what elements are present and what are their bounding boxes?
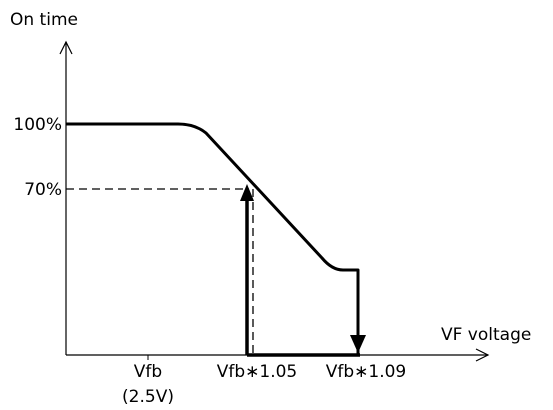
x-tick-label-vfb-105: Vfb∗1.05 xyxy=(217,362,298,382)
down-arrow-head xyxy=(350,335,366,353)
x-tick-label-vfb-109: Vfb∗1.09 xyxy=(326,362,407,382)
y-tick-100pct: 100% xyxy=(13,115,62,135)
x-axis-label: VF voltage xyxy=(441,325,531,345)
on-time-curve xyxy=(66,122,360,355)
y-axis-arrowhead xyxy=(59,40,73,55)
up-arrow-head xyxy=(240,184,254,201)
x-tick-sublabel: (2.5V) xyxy=(122,387,174,407)
y-tick-70pct: 70% xyxy=(24,180,62,200)
x-tick-label-vfb: Vfb xyxy=(134,362,162,382)
y-axis-label: On time xyxy=(10,10,78,30)
x-axis-arrowhead xyxy=(475,348,490,362)
